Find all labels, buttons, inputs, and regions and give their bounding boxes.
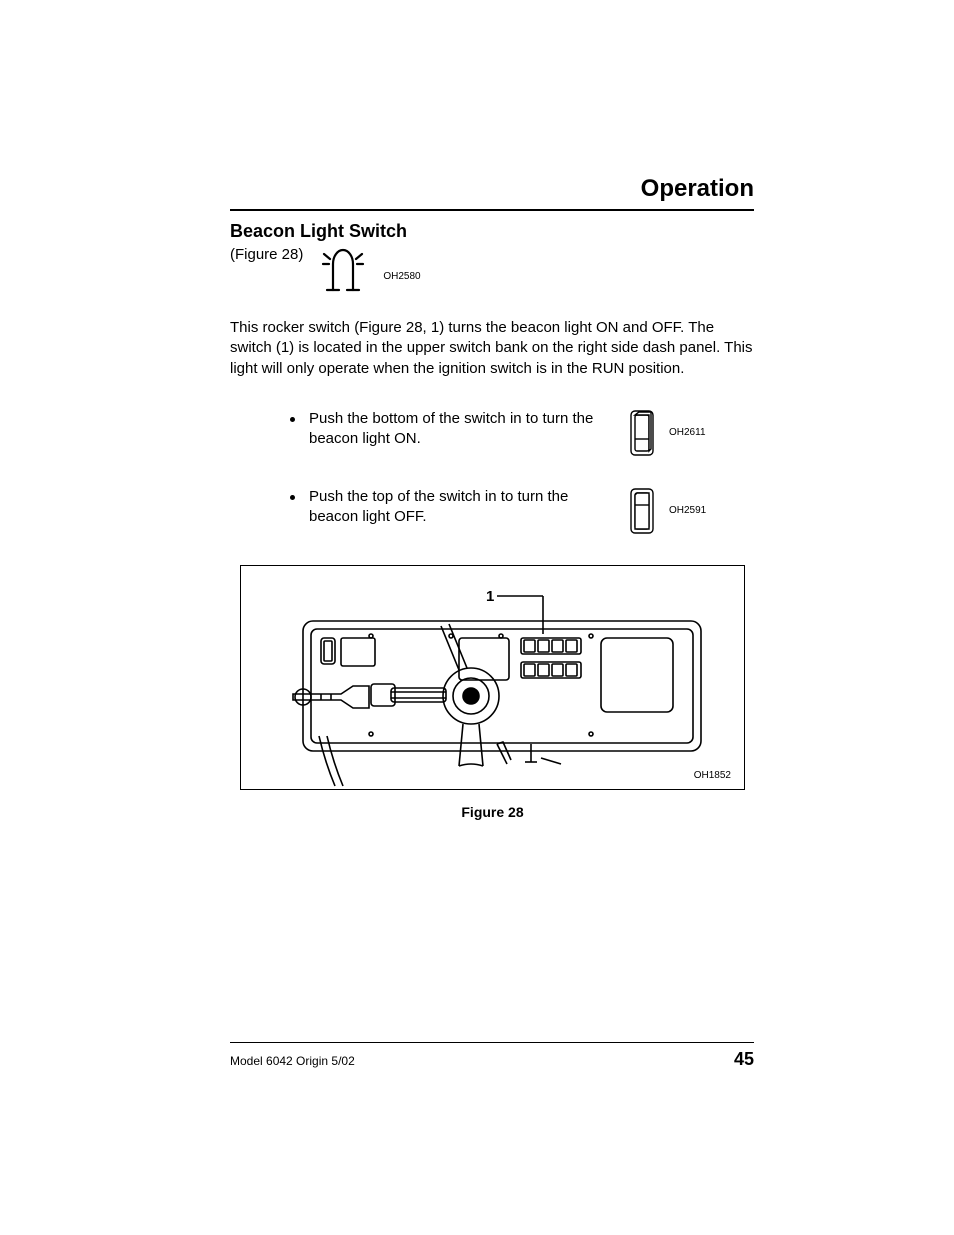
bullet-icon [290, 495, 295, 500]
callout-1-label: 1 [486, 588, 494, 605]
beacon-icon [313, 244, 373, 294]
running-head: Operation [230, 175, 754, 203]
footer-model-origin: Model 6042 Origin 5/02 [230, 1054, 355, 1068]
beacon-icon-code: OH2580 [383, 257, 420, 282]
figure-code-text: OH1852 [694, 770, 732, 781]
intro-paragraph: This rocker switch (Figure 28, 1) turns … [230, 318, 754, 379]
footer-rule [230, 1042, 754, 1043]
figure-reference-row: (Figure 28) OH2580 [230, 244, 754, 294]
figure-28-illustration: 1 [240, 565, 745, 790]
figure-reference: (Figure 28) [230, 244, 303, 263]
switch-icon-code: OH2611 [669, 427, 706, 438]
rocker-switch-on-icon [629, 409, 655, 457]
switch-icon-code: OH2591 [669, 505, 706, 516]
bullet-text: Push the top of the switch in to turn th… [309, 487, 609, 528]
list-item: Push the top of the switch in to turn th… [230, 487, 754, 535]
section-title: Beacon Light Switch [230, 221, 754, 242]
page-number: 45 [734, 1049, 754, 1070]
bullet-list: Push the bottom of the switch in to turn… [230, 409, 754, 535]
rocker-switch-off-icon [629, 487, 655, 535]
page-footer: Model 6042 Origin 5/02 45 [230, 1042, 754, 1070]
bullet-text: Push the bottom of the switch in to turn… [309, 409, 609, 450]
header-rule [230, 209, 754, 211]
page: Operation Beacon Light Switch (Figure 28… [0, 0, 954, 1235]
list-item: Push the bottom of the switch in to turn… [230, 409, 754, 457]
bullet-icon [290, 417, 295, 422]
figure-caption: Figure 28 [230, 804, 755, 820]
